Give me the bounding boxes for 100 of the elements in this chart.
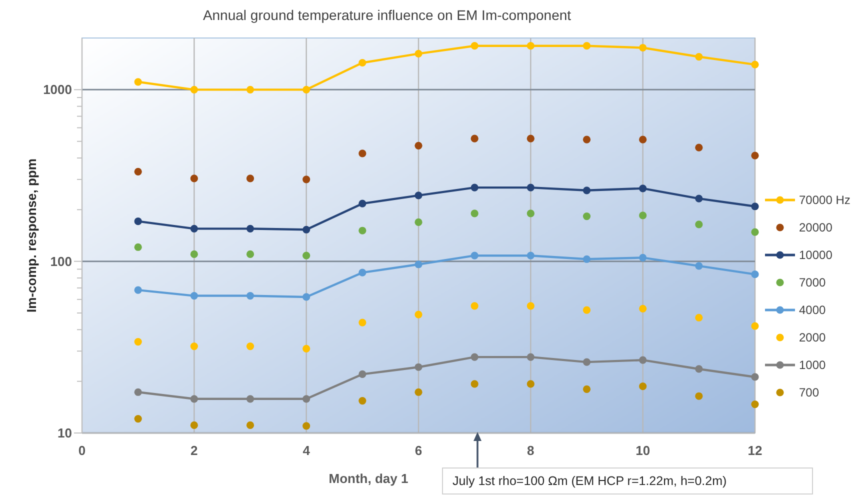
point <box>582 136 591 144</box>
point <box>582 255 591 263</box>
point <box>190 250 198 258</box>
point <box>695 392 703 400</box>
point <box>358 268 366 276</box>
point <box>695 144 703 152</box>
point <box>302 395 310 403</box>
point <box>470 380 478 388</box>
point <box>302 176 310 184</box>
point <box>246 174 254 182</box>
point <box>751 373 759 381</box>
point <box>470 42 478 50</box>
point <box>695 314 703 322</box>
point <box>751 322 759 330</box>
point <box>134 338 142 346</box>
point <box>190 86 198 94</box>
point <box>695 194 703 202</box>
point <box>246 250 254 258</box>
point <box>134 168 142 176</box>
point <box>751 60 759 68</box>
legend-label: 4000 <box>799 303 826 318</box>
point <box>358 397 366 405</box>
point <box>639 382 647 390</box>
point <box>358 200 366 208</box>
legend-label: 10000 <box>799 248 833 262</box>
point <box>358 370 366 378</box>
point <box>246 224 254 232</box>
legend-label: 2000 <box>799 330 826 345</box>
point <box>582 212 591 220</box>
point <box>190 342 198 350</box>
point <box>639 356 647 364</box>
point <box>302 86 310 94</box>
point <box>414 388 422 396</box>
legend-label: 7000 <box>799 276 826 290</box>
chart-title: Annual ground temperature influence on EM Im-component <box>202 7 572 23</box>
point <box>639 136 647 144</box>
point <box>526 184 534 192</box>
point <box>134 414 142 423</box>
point <box>246 342 254 350</box>
text: July 1st rho=100 Ωm (EM HCP r=1.22m, h=0.2m) <box>452 474 727 488</box>
point <box>470 134 478 142</box>
point <box>582 306 591 314</box>
point <box>526 380 534 388</box>
point <box>414 260 422 268</box>
point <box>134 243 142 251</box>
point <box>134 218 142 226</box>
point <box>582 186 591 194</box>
legend-label: 20000 <box>799 220 833 235</box>
point <box>302 422 310 430</box>
point <box>302 344 310 352</box>
point <box>246 292 254 300</box>
y-tick-label: 10 <box>58 426 72 441</box>
y-tick-label: 1000 <box>43 82 72 98</box>
legend-label: 1000 <box>799 358 826 372</box>
point <box>639 44 647 52</box>
point <box>190 224 198 232</box>
point <box>302 293 310 301</box>
point <box>358 150 366 158</box>
point <box>246 421 254 430</box>
point <box>695 365 703 373</box>
point <box>470 353 478 361</box>
x-tick-label: 8 <box>527 443 534 458</box>
point <box>526 42 534 50</box>
point <box>751 152 759 160</box>
point <box>639 184 647 192</box>
point <box>134 78 142 86</box>
x-tick-label: 6 <box>414 443 422 458</box>
point <box>751 202 759 210</box>
point <box>639 254 647 262</box>
point <box>414 363 422 371</box>
x-tick-label: 4 <box>302 443 311 458</box>
point <box>526 252 534 260</box>
legend-label: 70000 Hz <box>799 193 850 208</box>
point <box>470 184 478 192</box>
x-tick-label: 12 <box>748 443 762 458</box>
y-tick-label: 100 <box>50 254 72 269</box>
point <box>582 385 591 393</box>
point <box>639 304 647 312</box>
point <box>358 58 366 67</box>
point <box>190 395 198 403</box>
point <box>470 210 478 218</box>
point <box>414 192 422 200</box>
x-tick-label: 0 <box>78 443 86 458</box>
legend-label: 700 <box>799 386 820 400</box>
point <box>134 388 142 396</box>
point <box>751 270 759 278</box>
point <box>190 174 198 182</box>
point <box>414 310 422 318</box>
point <box>414 218 422 226</box>
point <box>246 395 254 403</box>
x-axis-title: Month, day 1 <box>328 471 408 486</box>
point <box>695 220 703 228</box>
point <box>190 292 198 300</box>
point <box>526 210 534 218</box>
point <box>526 353 534 361</box>
point <box>134 286 142 294</box>
point <box>582 358 591 366</box>
point <box>358 318 366 326</box>
point <box>526 302 534 310</box>
point <box>582 42 591 50</box>
